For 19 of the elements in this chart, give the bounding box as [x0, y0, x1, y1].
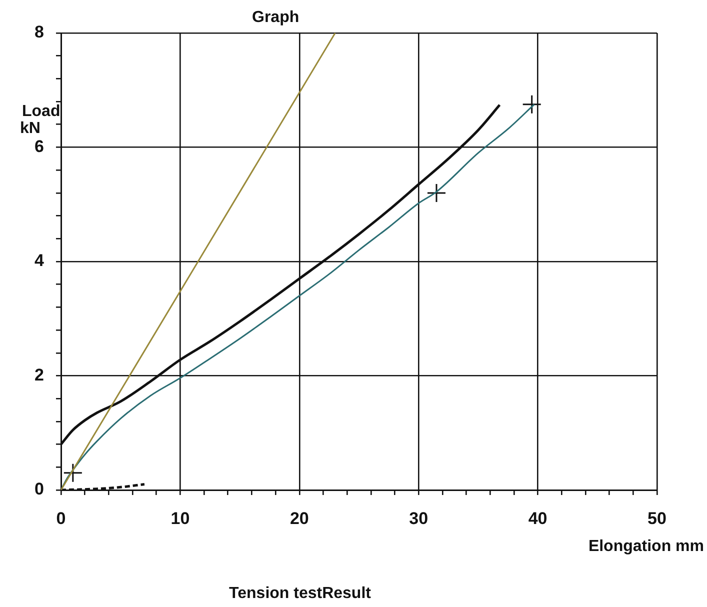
point [522, 94, 542, 114]
point [63, 463, 83, 483]
x-tick-label: 20 [290, 508, 309, 528]
x-tick-label: 10 [170, 508, 190, 528]
y-tick-label: 4 [34, 251, 45, 270]
x-tick-label: 0 [56, 508, 66, 528]
x-tick-label: 40 [528, 508, 548, 528]
y-tick-label: 2 [34, 365, 44, 384]
y-tick-label: 8 [34, 22, 44, 42]
line-series [61, 104, 535, 490]
x-tick-label: 50 [648, 508, 666, 528]
chart-title: Graph [252, 9, 300, 26]
y-tick-label: 6 [34, 136, 44, 156]
x-tick-label: 30 [409, 508, 428, 528]
y-axis-title: Load kN [20, 103, 60, 137]
point [426, 183, 446, 203]
text: Tension testResult [229, 585, 372, 602]
y-tick-label: 0 [34, 480, 44, 499]
x-axis-title: Elongation mm [588, 538, 704, 555]
